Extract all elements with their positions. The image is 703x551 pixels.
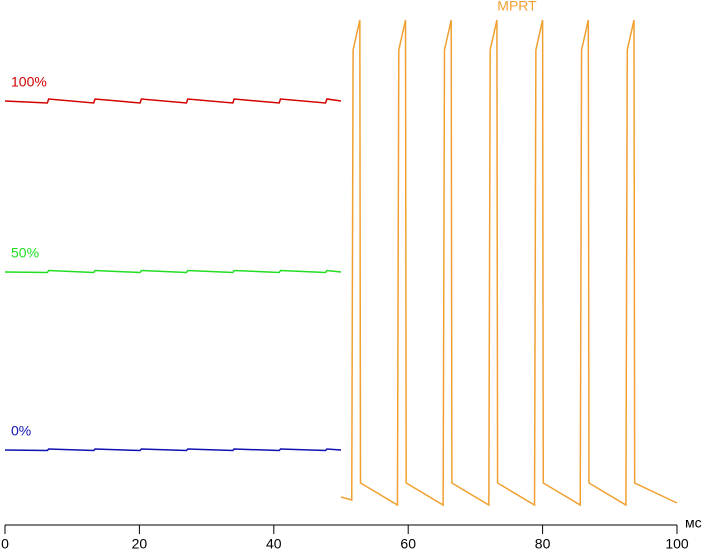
x-axis-label: мс bbox=[685, 515, 702, 531]
x-tick-label: 20 bbox=[132, 536, 148, 551]
series-label: MPRT bbox=[497, 0, 537, 14]
x-tick-label: 40 bbox=[266, 536, 282, 551]
x-tick-label: 60 bbox=[400, 536, 416, 551]
x-tick-label: 80 bbox=[535, 536, 551, 551]
series-line bbox=[4, 98, 342, 104]
series-line bbox=[4, 448, 342, 452]
series-line bbox=[4, 269, 342, 274]
series-label: 100% bbox=[11, 74, 47, 90]
series-label: 0% bbox=[11, 423, 31, 439]
series-label: 50% bbox=[11, 245, 39, 261]
x-tick-label: 0 bbox=[1, 536, 9, 551]
series-line bbox=[340, 19, 678, 507]
x-tick-label: 100 bbox=[665, 536, 689, 551]
